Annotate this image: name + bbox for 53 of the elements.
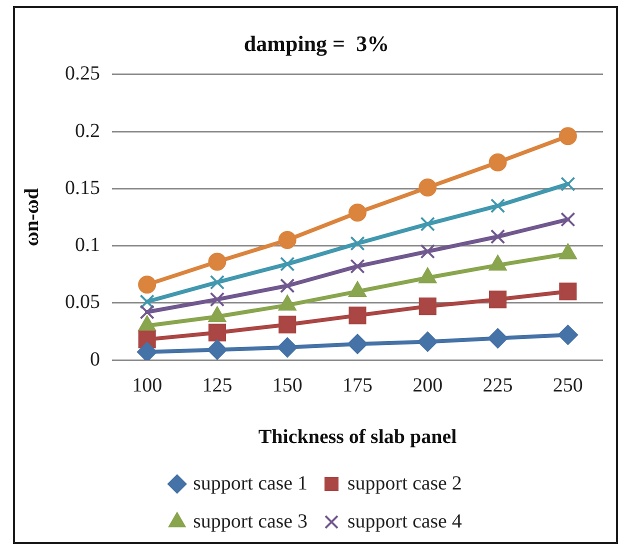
legend-label: support case 3: [193, 510, 308, 532]
x-tick-label: 175: [342, 374, 372, 396]
point: [138, 276, 156, 294]
point: [488, 328, 508, 348]
y-tick-label: 0.05: [65, 291, 100, 314]
y-axis-title: ωn-ωd: [21, 188, 44, 246]
point: [208, 324, 226, 342]
point: [348, 306, 366, 324]
legend-label: support case 2: [348, 472, 462, 494]
point: [560, 212, 576, 227]
legend-label: support case 1: [193, 472, 308, 494]
point: [278, 316, 296, 334]
point: [418, 298, 436, 316]
point: [559, 282, 577, 300]
point: [280, 278, 295, 294]
point: [560, 176, 576, 192]
point: [489, 290, 507, 308]
x-tick-label: 100: [132, 374, 162, 396]
point: [418, 178, 437, 196]
point: [210, 274, 225, 290]
point: [278, 231, 296, 250]
point: [137, 342, 158, 360]
point: [490, 229, 506, 244]
point: [350, 258, 365, 274]
point: [280, 256, 295, 272]
point: [348, 204, 366, 222]
y-tick-label: 0.1: [75, 234, 100, 256]
x-tick-label: 200: [412, 374, 443, 396]
point: [208, 252, 226, 271]
point: [210, 292, 225, 307]
y-tick-label: 0.25: [65, 62, 100, 85]
point: [420, 216, 436, 232]
x-tick-label: 225: [482, 374, 513, 396]
point: [140, 294, 154, 310]
y-tick-label: 0.15: [65, 176, 100, 199]
x-tick-label: 125: [202, 374, 232, 396]
x-tick-label: 250: [552, 374, 583, 396]
point: [558, 127, 577, 146]
point: [420, 244, 436, 259]
x-tick-label: 150: [272, 374, 302, 396]
point: [207, 340, 228, 360]
point: [350, 236, 365, 251]
point: [490, 198, 506, 214]
point: [140, 304, 154, 320]
point: [348, 334, 368, 354]
chart-title: damping = 3%: [244, 30, 390, 56]
y-tick-label: 0.2: [75, 120, 100, 142]
point: [277, 337, 298, 358]
point: [488, 153, 507, 172]
point: [558, 324, 578, 345]
y-tick-label: 0: [90, 348, 100, 370]
x-axis-title: Thickness of slab panel: [258, 426, 458, 448]
point: [418, 332, 438, 352]
